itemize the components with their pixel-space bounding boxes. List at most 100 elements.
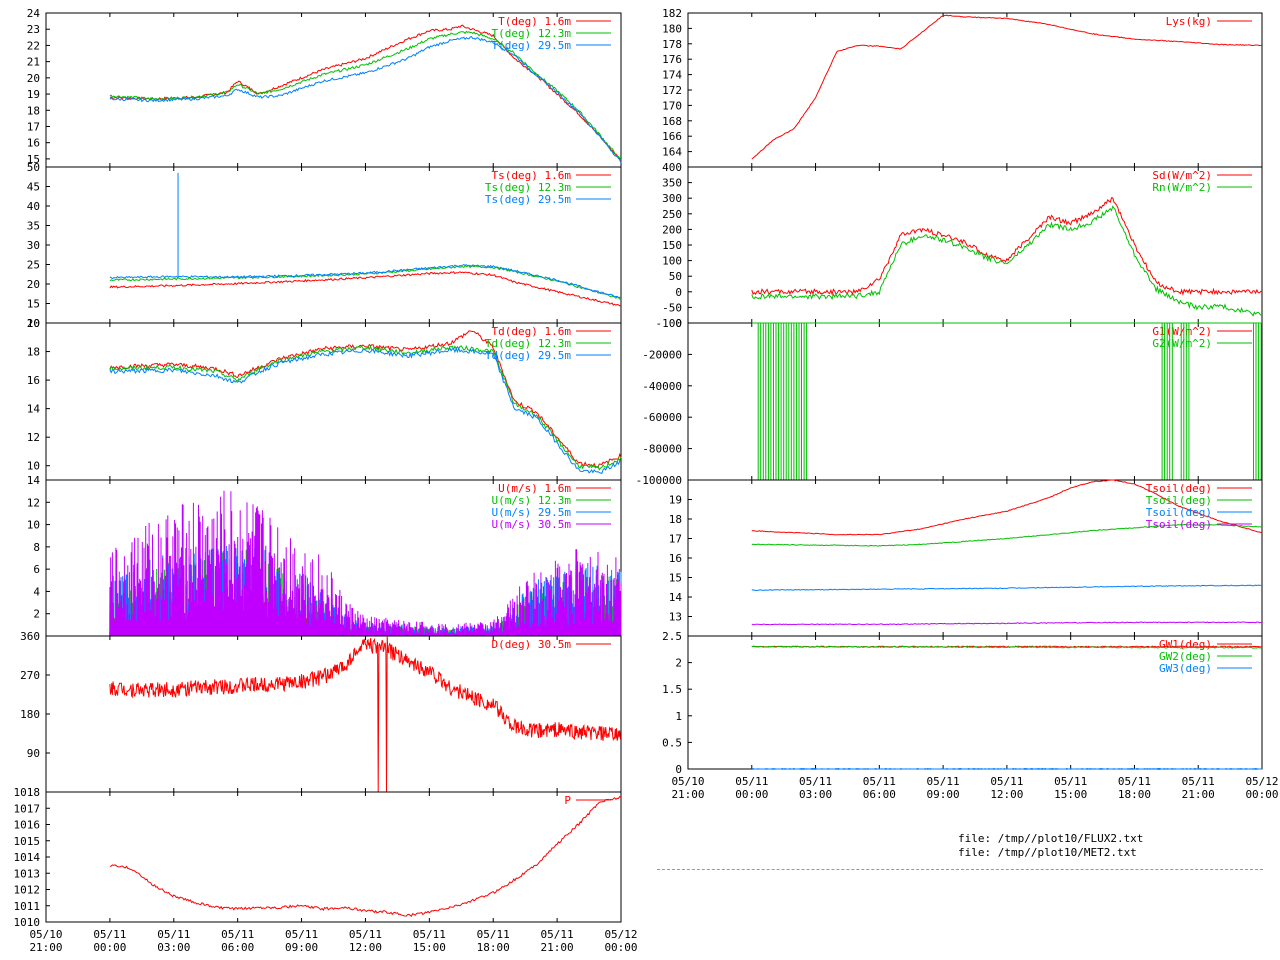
legend-label: G2(W/m^2)	[1152, 337, 1212, 350]
y-tick-label: 0	[675, 286, 682, 299]
y-tick-label: 0	[675, 763, 682, 776]
y-tick-label: 19	[669, 494, 682, 507]
y-tick-label: 21	[27, 56, 40, 69]
x-tick-time: 06:00	[863, 788, 896, 801]
y-tick-label: 22	[27, 39, 40, 52]
legend-label: T(deg) 29.5m	[492, 39, 572, 52]
y-tick-label: -40000	[642, 380, 682, 393]
y-tick-label: 178	[662, 38, 682, 51]
y-tick-label: 2	[675, 657, 682, 670]
panel-G: -100000-80000-60000-40000-200000G1(W/m^2…	[636, 317, 1263, 487]
y-tick-label: 1010	[14, 916, 41, 929]
x-tick-time: 03:00	[799, 788, 832, 801]
x-tick-date: 05/11	[1182, 775, 1215, 788]
series-line-red	[751, 197, 1263, 296]
series-line-green	[751, 645, 1262, 649]
x-tick-date: 05/11	[927, 775, 960, 788]
y-tick-label: 2	[33, 608, 40, 621]
y-tick-label: 250	[662, 208, 682, 221]
y-tick-label: -50	[662, 301, 682, 314]
y-tick-label: 19	[27, 88, 40, 101]
x-tick-date: 05/12	[604, 928, 637, 941]
y-tick-label: 1011	[14, 900, 41, 913]
y-tick-label: 24	[27, 7, 41, 20]
x-tick-time: 00:00	[93, 941, 126, 954]
y-tick-label: 12	[27, 431, 40, 444]
series-line-red	[109, 330, 622, 468]
y-tick-label: 17	[669, 533, 682, 546]
x-tick-date: 05/11	[735, 775, 768, 788]
legend-label: U(m/s) 1.6m	[498, 482, 571, 495]
y-tick-label: 400	[662, 161, 682, 174]
series-line-green	[751, 524, 1262, 547]
x-tick-time: 18:00	[1118, 788, 1151, 801]
y-tick-label: 50	[669, 270, 682, 283]
x-tick-date: 05/11	[990, 775, 1023, 788]
file-met2: file: /tmp//plot10/MET2.txt	[958, 846, 1137, 859]
y-tick-label: 18	[27, 104, 40, 117]
file-flux2: file: /tmp//plot10/FLUX2.txt	[958, 832, 1144, 845]
legend-label: Td(deg) 12.3m	[485, 337, 571, 350]
y-tick-label: 15	[27, 298, 40, 311]
x-tick-date: 05/11	[349, 928, 382, 941]
y-tick-label: 20	[27, 72, 40, 85]
panel-frame	[687, 12, 1263, 168]
y-tick-label: 100	[662, 255, 682, 268]
x-tick-date: 05/11	[477, 928, 510, 941]
y-tick-label: 200	[662, 223, 682, 236]
y-tick-label: 2.5	[662, 630, 682, 643]
series-line-green	[109, 345, 622, 471]
legend-label: Tsoil(deg)	[1146, 482, 1212, 495]
divider	[657, 869, 1263, 870]
x-tick-time: 12:00	[349, 941, 382, 954]
y-tick-label: 1015	[14, 835, 41, 848]
y-tick-label: 18	[669, 513, 682, 526]
legend-label: Td(deg) 29.5m	[485, 349, 571, 362]
y-tick-label: 16	[669, 552, 682, 565]
y-tick-label: 1016	[14, 819, 41, 832]
y-tick-label: 14	[27, 403, 41, 416]
x-tick-time: 12:00	[990, 788, 1023, 801]
legend-label: Tsoil(deg)	[1146, 518, 1212, 531]
y-tick-label: 176	[662, 53, 682, 66]
y-tick-label: 10	[27, 460, 40, 473]
panel-Rad: -100 -50 0 50 100 150 200 250 300 350 400 Sd(W/m^2)…	[656, 161, 1263, 330]
series-line-green	[109, 264, 622, 301]
x-tick-time: 00:00	[604, 941, 637, 954]
x-tick-date: 05/11	[157, 928, 190, 941]
x-tick-date: 05/11	[221, 928, 254, 941]
x-tick-time: 21:00	[671, 788, 704, 801]
y-tick-label: 90	[27, 747, 40, 760]
y-tick-label: 172	[662, 84, 682, 97]
legend-label: Ts(deg) 12.3m	[485, 181, 571, 194]
x-tick-date: 05/11	[93, 928, 126, 941]
y-tick-label: -60000	[642, 411, 682, 424]
legend-label: Sd(W/m^2)	[1152, 169, 1212, 182]
y-tick-label: 16	[27, 137, 40, 150]
y-tick-label: 15	[27, 153, 40, 166]
y-tick-label: 350	[662, 177, 682, 190]
x-tick-date: 05/11	[413, 928, 446, 941]
legend-label: Td(deg) 1.6m	[492, 325, 572, 338]
legend-label: T(deg) 1.6m	[498, 15, 571, 28]
legend-label: GW3(deg)	[1159, 662, 1212, 675]
x-tick-time: 18:00	[477, 941, 510, 954]
y-tick-label: 20	[27, 317, 40, 330]
series-line-red	[109, 796, 622, 917]
y-tick-label: 45	[27, 181, 40, 194]
x-tick-date: 05/11	[863, 775, 896, 788]
y-tick-label: 180	[20, 708, 40, 721]
panel-Lys: 164 166 168 170 172 174 176 178 180 182 Lys(kg)	[662, 7, 1263, 168]
y-tick-label: 10	[27, 317, 40, 330]
x-tick-date: 05/12	[1245, 775, 1278, 788]
series-line-purple	[109, 490, 622, 636]
y-tick-label: 40	[27, 200, 40, 213]
y-tick-label: 23	[27, 23, 40, 36]
series-line-red	[751, 479, 1263, 536]
y-tick-label: -20000	[642, 348, 682, 361]
x-tick-time: 06:00	[221, 941, 254, 954]
y-tick-label: 1	[675, 710, 682, 723]
series-line-blue	[751, 767, 1263, 770]
y-tick-label: 164	[662, 146, 682, 159]
